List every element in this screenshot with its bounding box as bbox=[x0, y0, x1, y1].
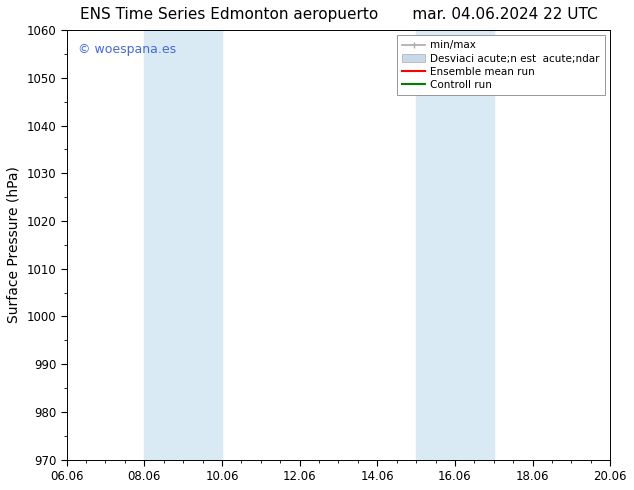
Legend: min/max, Desviaci acute;n est  acute;ndar, Ensemble mean run, Controll run: min/max, Desviaci acute;n est acute;ndar… bbox=[397, 35, 605, 95]
Y-axis label: Surface Pressure (hPa): Surface Pressure (hPa) bbox=[7, 167, 21, 323]
Bar bbox=[145, 30, 222, 460]
Bar bbox=[416, 30, 494, 460]
Title: ENS Time Series Edmonton aeropuerto       mar. 04.06.2024 22 UTC: ENS Time Series Edmonton aeropuerto mar.… bbox=[80, 7, 597, 22]
Text: © woespana.es: © woespana.es bbox=[77, 43, 176, 56]
